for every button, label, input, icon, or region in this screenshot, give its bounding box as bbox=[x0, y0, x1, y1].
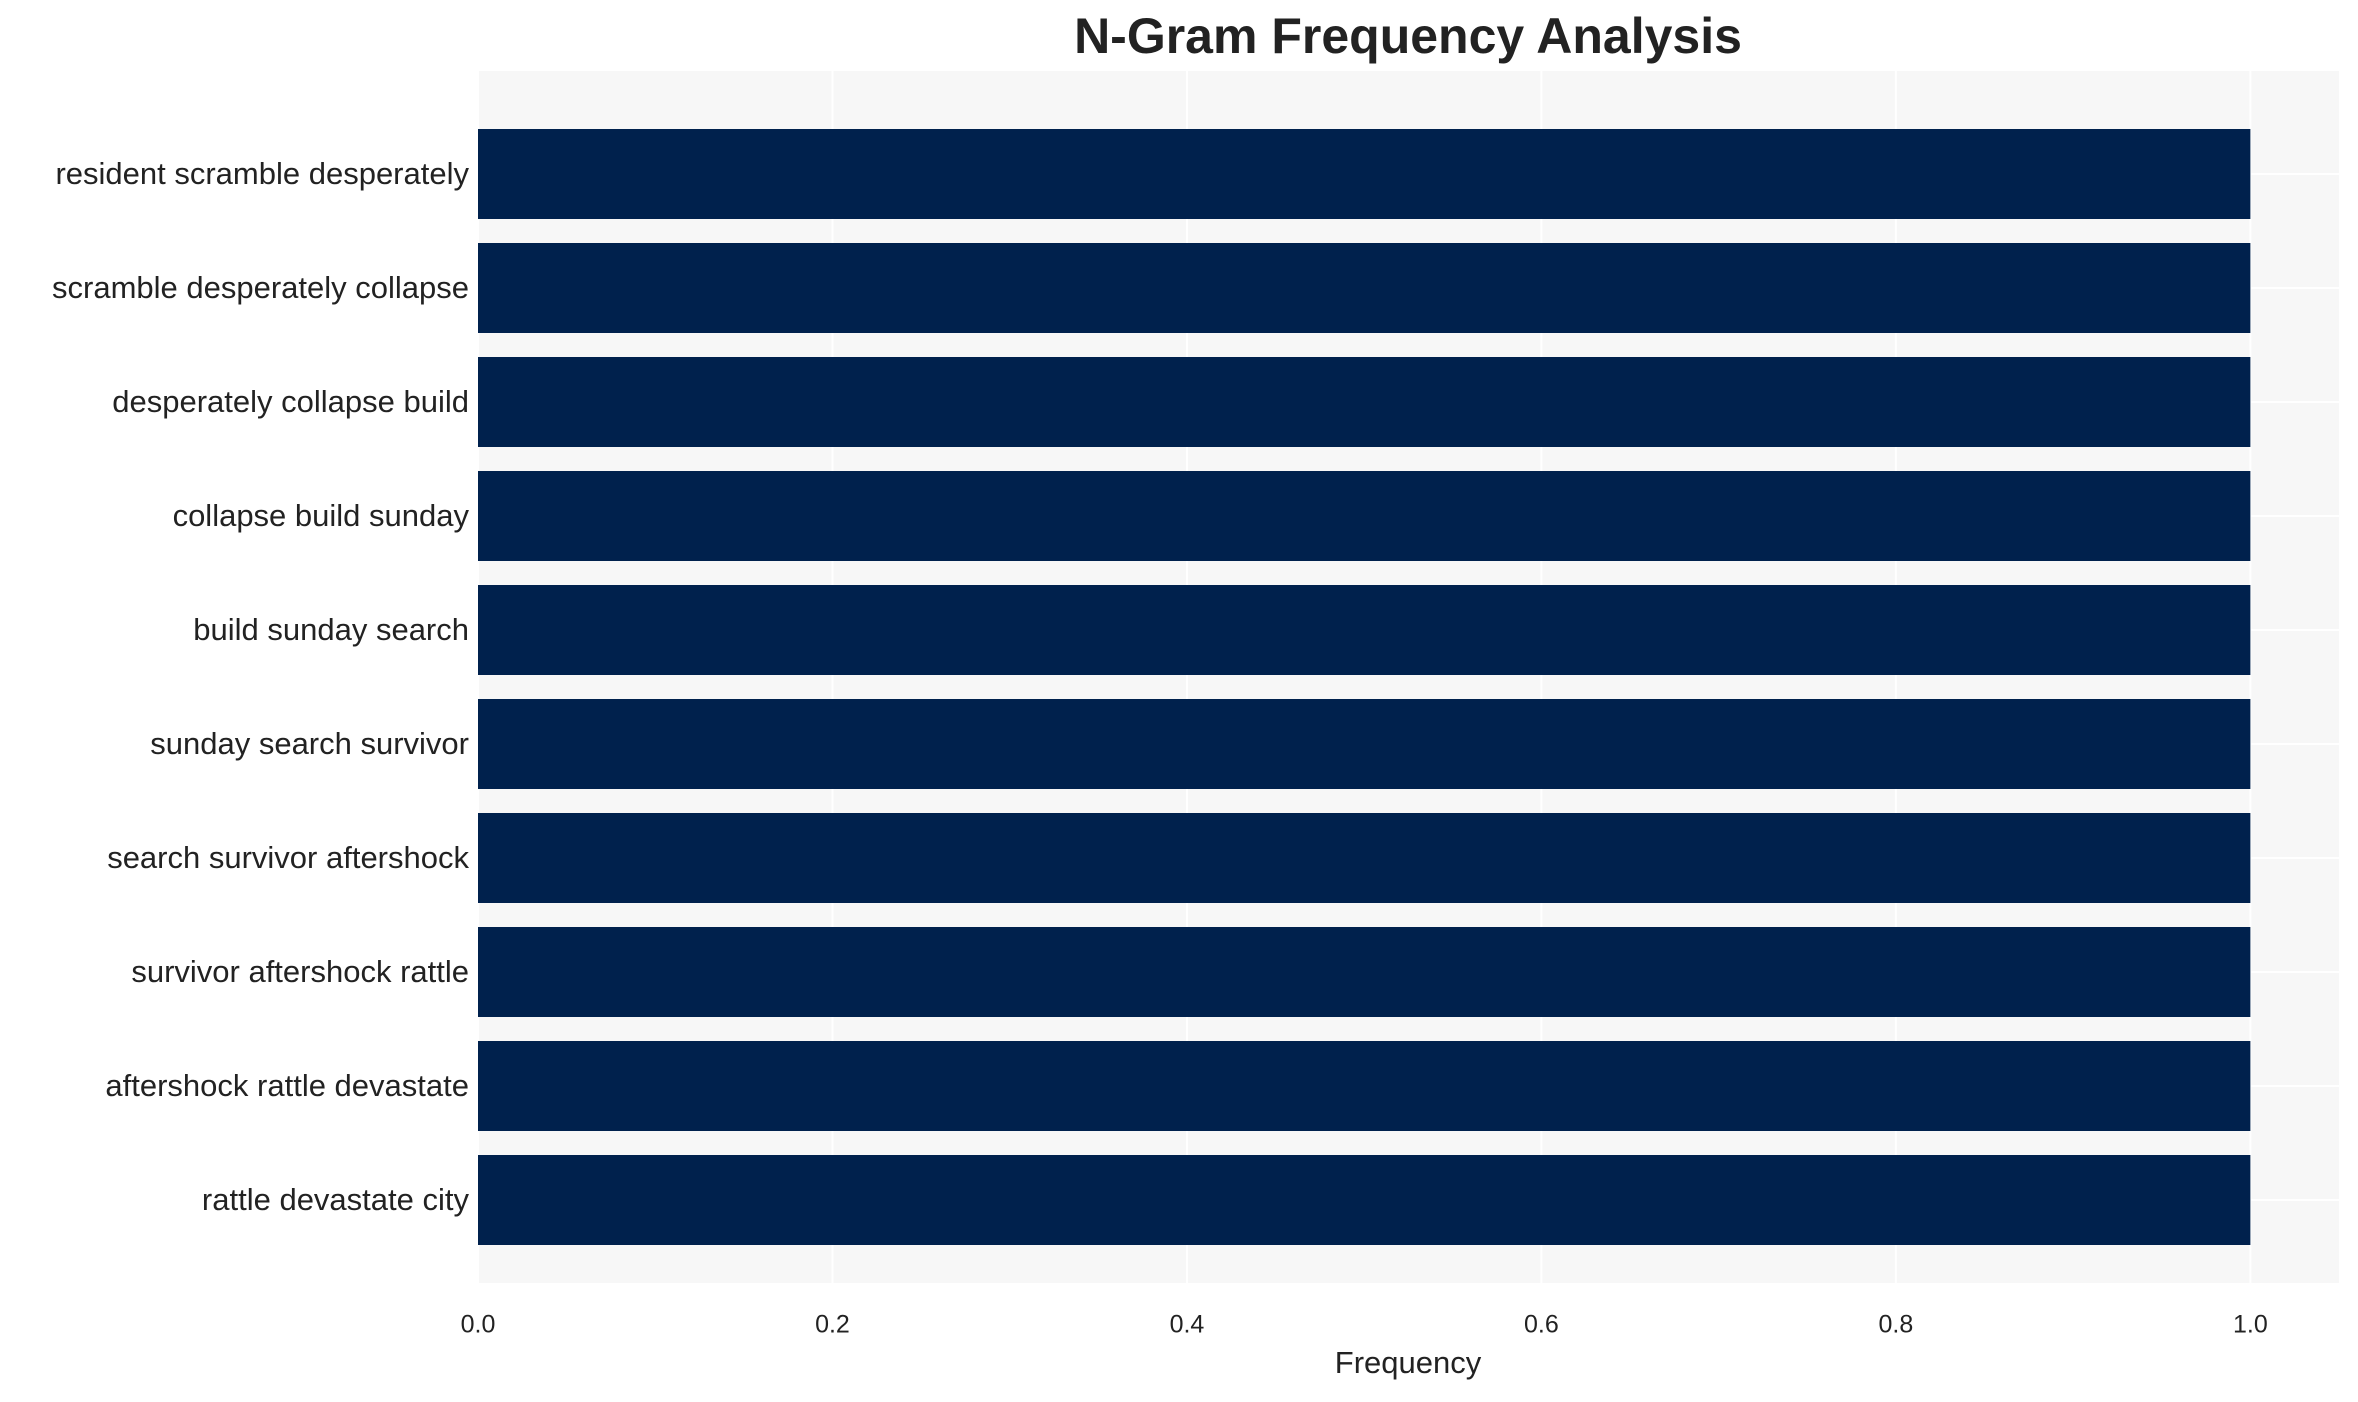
y-tick-label: survivor aftershock rattle bbox=[131, 954, 469, 989]
y-tick-label: build sunday search bbox=[193, 612, 469, 647]
x-tick-label: 0.8 bbox=[1879, 1311, 1914, 1339]
bar bbox=[478, 813, 2251, 903]
x-tick-label: 1.0 bbox=[2233, 1311, 2268, 1339]
bar bbox=[478, 471, 2251, 561]
bar bbox=[478, 1155, 2251, 1245]
y-tick-label: desperately collapse build bbox=[112, 384, 469, 419]
y-tick-label: resident scramble desperately bbox=[55, 156, 469, 191]
bar bbox=[478, 585, 2251, 675]
bar bbox=[478, 699, 2251, 789]
bar bbox=[478, 1041, 2251, 1131]
y-tick-label: scramble desperately collapse bbox=[52, 270, 469, 305]
bar bbox=[478, 927, 2251, 1017]
bar bbox=[478, 129, 2251, 219]
y-tick-label: rattle devastate city bbox=[202, 1182, 470, 1217]
chart-title: N-Gram Frequency Analysis bbox=[1074, 8, 1742, 64]
x-tick-label: 0.2 bbox=[815, 1311, 850, 1339]
bar bbox=[478, 243, 2251, 333]
x-tick-label: 0.4 bbox=[1170, 1311, 1205, 1339]
y-tick-label: aftershock rattle devastate bbox=[105, 1068, 469, 1103]
bar bbox=[478, 357, 2251, 447]
y-tick-label: collapse build sunday bbox=[173, 498, 470, 533]
y-tick-label: search survivor aftershock bbox=[107, 840, 469, 875]
y-tick-label: sunday search survivor bbox=[150, 726, 469, 761]
x-tick-label: 0.6 bbox=[1524, 1311, 1559, 1339]
x-axis-label: Frequency bbox=[1335, 1345, 1482, 1380]
x-tick-label: 0.0 bbox=[461, 1311, 496, 1339]
